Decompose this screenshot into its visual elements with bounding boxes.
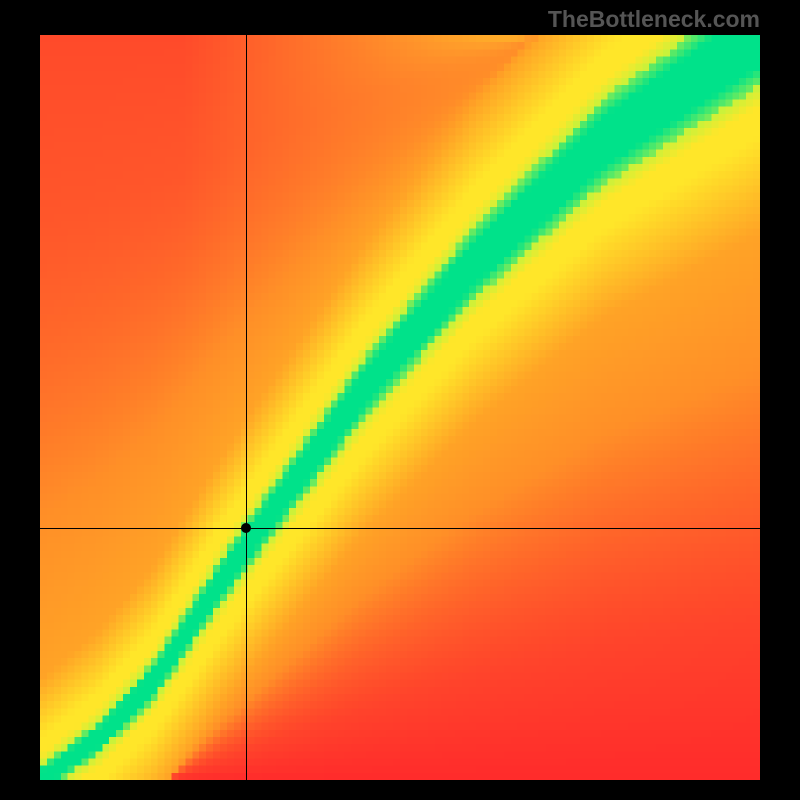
bottleneck-heatmap — [40, 35, 760, 780]
crosshair-horizontal-line — [40, 528, 760, 529]
chart-container: TheBottleneck.com — [0, 0, 800, 800]
watermark-text: TheBottleneck.com — [548, 6, 760, 33]
crosshair-vertical-line — [246, 35, 247, 780]
